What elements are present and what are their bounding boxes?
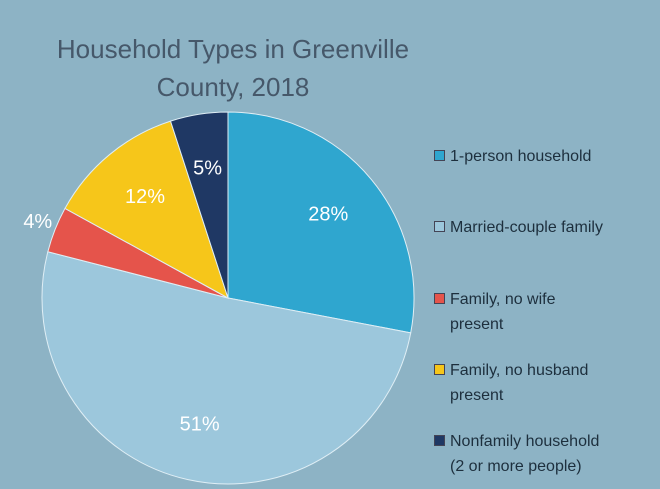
data-label: 5% bbox=[193, 158, 222, 180]
legend-label: Family, no husband present bbox=[450, 362, 589, 404]
data-label: 51% bbox=[180, 413, 220, 435]
pie-slice bbox=[227, 111, 415, 334]
legend-item: 1-person household bbox=[434, 144, 608, 169]
legend-swatch bbox=[434, 435, 445, 446]
legend-item: Nonfamily household (2 or more people) bbox=[434, 429, 608, 479]
pie-slice bbox=[64, 120, 229, 300]
legend-item: Family, no wife present bbox=[434, 287, 608, 337]
legend-label: 1-person household bbox=[450, 148, 592, 165]
legend-swatch bbox=[434, 150, 445, 161]
data-label: 28% bbox=[308, 203, 348, 225]
legend-swatch bbox=[434, 293, 445, 304]
legend-label: Nonfamily household (2 or more people) bbox=[450, 433, 600, 475]
chart-title: Household Types in Greenville County, 20… bbox=[56, 34, 410, 102]
legend-label: Married-couple family bbox=[450, 219, 603, 236]
legend-swatch bbox=[434, 364, 445, 375]
legend-label: Family, no wife present bbox=[450, 291, 556, 333]
data-label: 4% bbox=[23, 211, 52, 233]
legend-item: Married-couple family bbox=[434, 215, 608, 240]
legend-item: Family, no husband present bbox=[434, 358, 608, 408]
pie-slice bbox=[41, 251, 412, 485]
data-label: 12% bbox=[125, 186, 165, 208]
pie-slice bbox=[169, 111, 229, 299]
legend-swatch bbox=[434, 221, 445, 232]
